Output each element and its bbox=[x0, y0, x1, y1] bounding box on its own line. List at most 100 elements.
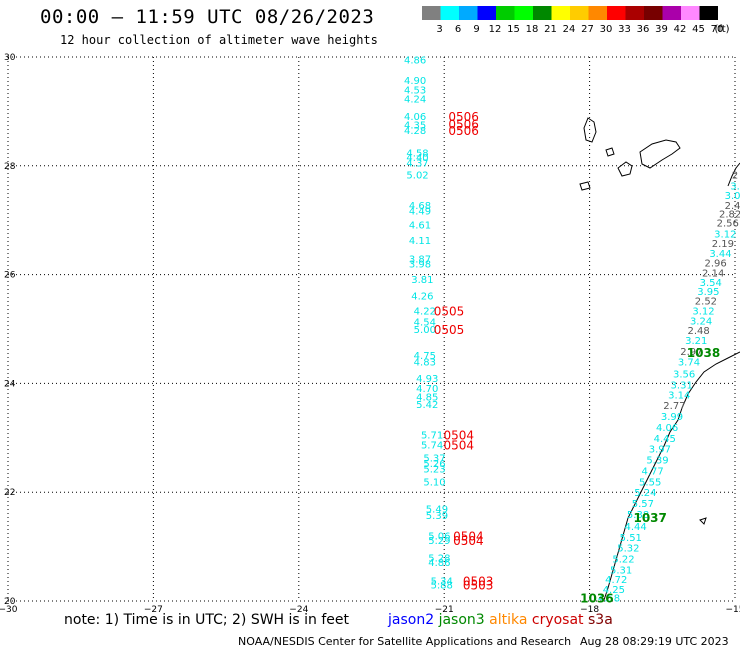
swh-value: 4.61 bbox=[409, 221, 431, 232]
swh-value: 4.06 bbox=[404, 112, 426, 123]
swh-value: 5.32 bbox=[617, 544, 639, 555]
swh-value: 4.44 bbox=[625, 522, 647, 533]
lon-tick-label: −24 bbox=[289, 605, 308, 615]
legend-swatch bbox=[570, 6, 589, 20]
swh-value: 4.83 bbox=[414, 358, 436, 369]
swh-value: 5.49 bbox=[426, 505, 448, 516]
legend-unit: (ft) bbox=[714, 24, 729, 35]
legend-swatch bbox=[496, 6, 515, 20]
generation-timestamp: Aug 28 08:29:19 UTC 2023 bbox=[580, 635, 729, 648]
legend-swatch bbox=[551, 6, 570, 20]
swh-value: 2 bbox=[732, 171, 738, 182]
legend-bin-label: 30 bbox=[600, 24, 613, 35]
lon-tick-label: −21 bbox=[435, 605, 454, 615]
color-legend: 3 6 9 12 15 18 21 24 27 30 33 36 39 42 45 70(ft) bbox=[422, 6, 730, 35]
swh-value: 5.06 bbox=[428, 532, 450, 543]
lat-tick-label: 20 bbox=[4, 597, 16, 607]
lon-tick-label: −27 bbox=[144, 605, 163, 615]
legend-bin-label: 9 bbox=[473, 24, 479, 35]
swh-value: 4.58 bbox=[406, 149, 428, 160]
swh-value: 5.10 bbox=[423, 477, 445, 488]
lat-tick-label: 22 bbox=[4, 488, 15, 498]
swh-value: 3. bbox=[730, 181, 740, 192]
swh-value: 4.93 bbox=[416, 374, 438, 385]
island-gran-canaria bbox=[617, 161, 633, 177]
pass-time-label: 1036 bbox=[580, 592, 613, 606]
swh-value: 3.99 bbox=[661, 412, 683, 423]
mission-legend: jason2 jason3 altika cryosat s3a bbox=[388, 612, 613, 628]
mission-s3a: s3a bbox=[588, 612, 613, 628]
pass-time-label: 0505 bbox=[434, 323, 465, 337]
swh-value: 3.81 bbox=[411, 275, 433, 286]
mission-jason2: jason2 bbox=[388, 612, 435, 628]
swh-value: 4.49 bbox=[409, 206, 431, 217]
swh-value: 3.44 bbox=[709, 249, 731, 260]
swh-value: 4.06 bbox=[656, 423, 678, 434]
legend-bin-label: 15 bbox=[507, 24, 520, 35]
swh-value: 4.40 bbox=[406, 153, 428, 164]
pass-time-label: 0504 bbox=[453, 534, 484, 548]
swh-value: 2.48 bbox=[688, 326, 710, 337]
legend-bin-label: 33 bbox=[618, 24, 631, 35]
lat-tick-label: 24 bbox=[4, 379, 16, 389]
swh-value: 3.97 bbox=[649, 445, 671, 456]
swh-value: 5.51 bbox=[620, 533, 642, 544]
lat-tick-label: 26 bbox=[4, 271, 16, 281]
swh-value: 4.75 bbox=[414, 351, 436, 362]
pass-time-label: 0504 bbox=[443, 438, 474, 452]
swh-value: 4.77 bbox=[641, 466, 663, 477]
legend-swatch bbox=[625, 6, 644, 20]
legend-swatch bbox=[533, 6, 552, 20]
swh-value: 5.37 bbox=[423, 453, 445, 464]
swh-value: 5.38 bbox=[627, 510, 649, 521]
swh-value: 4.25 bbox=[603, 585, 625, 596]
coastline bbox=[579, 117, 740, 601]
legend-bin-label: 36 bbox=[637, 24, 650, 35]
pass-time-label: 1037 bbox=[633, 511, 666, 525]
swh-value: 4.54 bbox=[414, 317, 436, 328]
legend-swatch bbox=[588, 6, 607, 20]
legend-bin-label: 70 bbox=[711, 24, 724, 35]
swh-value: 2.4 bbox=[725, 201, 740, 212]
legend-swatch bbox=[459, 6, 478, 20]
lat-tick-label: 28 bbox=[4, 162, 16, 172]
swh-value: 3.98 bbox=[409, 260, 431, 271]
legend-swatch bbox=[699, 6, 718, 20]
island-tenerife bbox=[639, 139, 681, 169]
legend-swatch bbox=[514, 6, 533, 20]
swh-value: 3.56 bbox=[673, 370, 695, 381]
pass-time-label: 0505 bbox=[434, 305, 465, 319]
swh-value: 5.88 bbox=[431, 581, 453, 592]
morocco-coastline bbox=[727, 162, 740, 187]
swh-value: 2.97 bbox=[680, 347, 702, 358]
swh-value: 2.14 bbox=[702, 268, 724, 279]
page-title: 00:00 – 11:59 UTC 08/26/2023 bbox=[40, 6, 375, 28]
swh-value: 5.29 bbox=[428, 536, 450, 547]
legend-bin-label: 39 bbox=[655, 24, 668, 35]
swh-value: 4.24 bbox=[404, 94, 426, 105]
legend-bin-label: 12 bbox=[489, 24, 502, 35]
lat-lon-grid: −30 −27 −24 −21 −18 −15 20 22 24 26 28 30 bbox=[0, 53, 740, 615]
pass-time-label: 0506 bbox=[448, 124, 479, 138]
swh-value: 5.31 bbox=[610, 565, 632, 576]
swh-value: 3.14 bbox=[668, 390, 690, 401]
pass-time-label: 0506 bbox=[448, 110, 479, 124]
swh-value: 5.23 bbox=[423, 464, 445, 475]
swh-value: 4.37 bbox=[406, 159, 428, 170]
swh-value: 4.58 bbox=[598, 594, 620, 605]
swh-value: 4.22 bbox=[414, 307, 436, 318]
swh-value: 5.39 bbox=[426, 511, 448, 522]
legend-bin-label: 3 bbox=[436, 24, 442, 35]
legend-bin-label: 18 bbox=[526, 24, 539, 35]
swh-value: 4.90 bbox=[404, 76, 426, 87]
swh-value: 4.26 bbox=[411, 291, 433, 302]
legend-swatch bbox=[477, 6, 496, 20]
legend-swatch bbox=[607, 6, 626, 20]
pass-time-label: 0503 bbox=[463, 579, 494, 593]
island-gomera bbox=[605, 147, 615, 157]
swh-value: 5.57 bbox=[632, 499, 654, 510]
swh-value: 5.42 bbox=[416, 400, 438, 411]
swh-value: 4.53 bbox=[404, 86, 426, 97]
legend-swatch bbox=[681, 6, 700, 20]
